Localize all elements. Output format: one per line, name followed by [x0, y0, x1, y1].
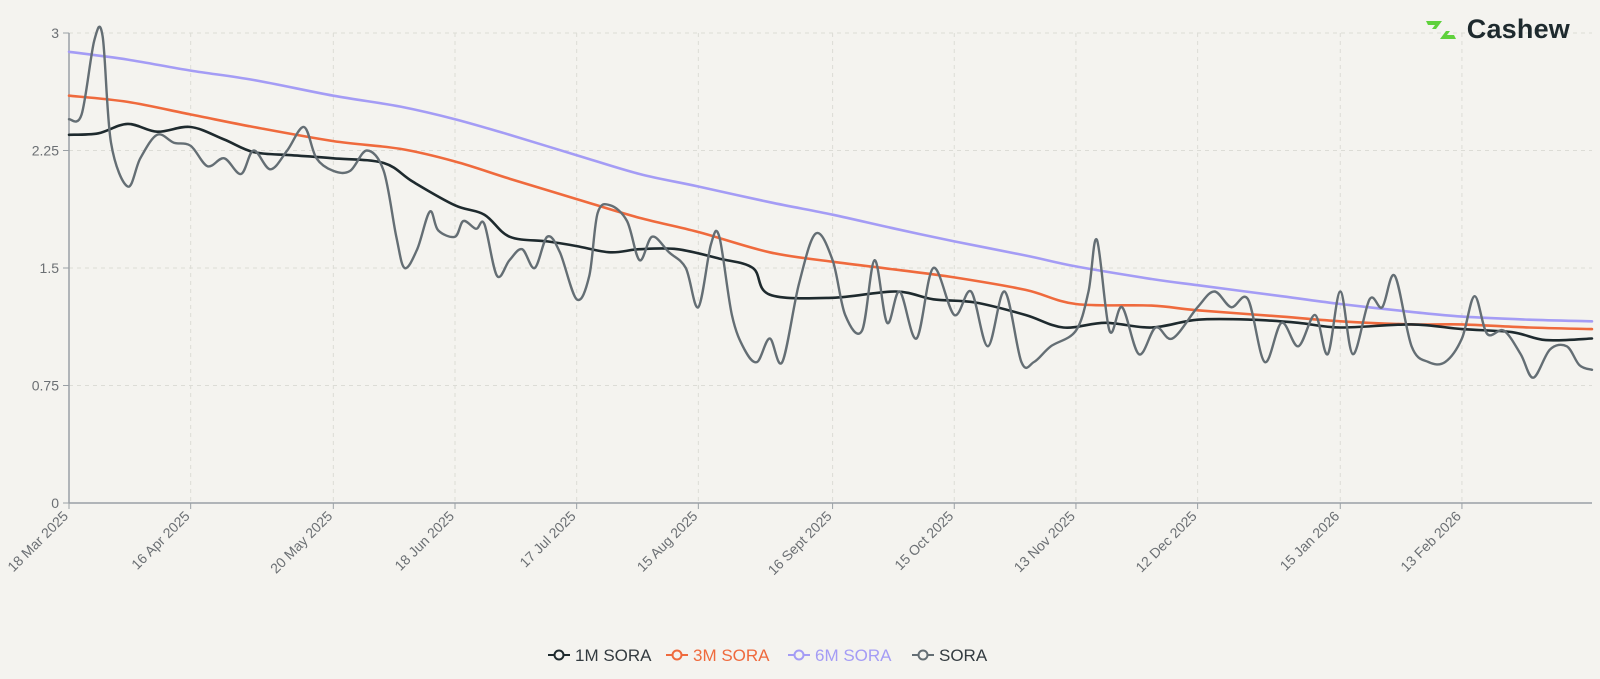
x-tick-label: 16 Apr 2025: [128, 508, 193, 573]
legend-marker-icon: [553, 649, 565, 661]
x-tick-label: 15 Oct 2025: [891, 508, 956, 573]
y-tick-label: 2.25: [32, 143, 59, 159]
x-tick-label: 20 May 2025: [267, 508, 336, 577]
legend-marker-icon: [793, 649, 805, 661]
x-tick-label: 16 Sept 2025: [765, 508, 835, 578]
x-tick-label: 15 Aug 2025: [634, 508, 701, 575]
legend-label: 6M SORA: [815, 646, 892, 665]
x-tick-label: 15 Jan 2026: [1277, 508, 1343, 574]
legend-item-sora[interactable]: SORA: [912, 646, 988, 665]
x-tick-label: 12 Dec 2025: [1132, 508, 1200, 576]
x-tick-label: 18 Jun 2025: [391, 508, 457, 574]
legend-label: 1M SORA: [575, 646, 652, 665]
y-tick-label: 1.5: [40, 260, 60, 276]
legend-item-6m-sora[interactable]: 6M SORA: [788, 646, 892, 665]
x-tick-label: 17 Jul 2025: [516, 508, 579, 571]
x-tick-label: 13 Feb 2026: [1397, 508, 1464, 575]
legend: 1M SORA 3M SORA 6M SORA SORA: [548, 646, 988, 665]
y-tick-label: 3: [51, 25, 59, 41]
x-tick-label: 18 Mar 2025: [4, 508, 71, 575]
x-tick-label: 13 Nov 2025: [1011, 508, 1079, 576]
cashew-logo-icon: [1425, 20, 1456, 39]
brand-logo: Cashew: [1423, 14, 1570, 45]
series-line-1m-sora: [67, 122, 1594, 342]
legend-label: SORA: [939, 646, 988, 665]
brand-name: Cashew: [1466, 14, 1570, 44]
series-lines: [67, 25, 1594, 379]
legend-item-3m-sora[interactable]: 3M SORA: [666, 646, 770, 665]
series-line-6m-sora: [67, 50, 1594, 323]
y-tick-label: 0.75: [32, 378, 59, 394]
y-tick-label: 0: [51, 495, 59, 511]
legend-marker-icon: [671, 649, 683, 661]
legend-label: 3M SORA: [693, 646, 770, 665]
grid-lines: [68, 32, 1592, 503]
legend-marker-icon: [917, 649, 929, 661]
series-line-sora: [67, 25, 1594, 379]
axes: 0 0.75 1.5 2.25 3 18 Mar 2025 16 Apr 2025 20 Ma…: [4, 25, 1592, 578]
legend-item-1m-sora[interactable]: 1M SORA: [548, 646, 652, 665]
